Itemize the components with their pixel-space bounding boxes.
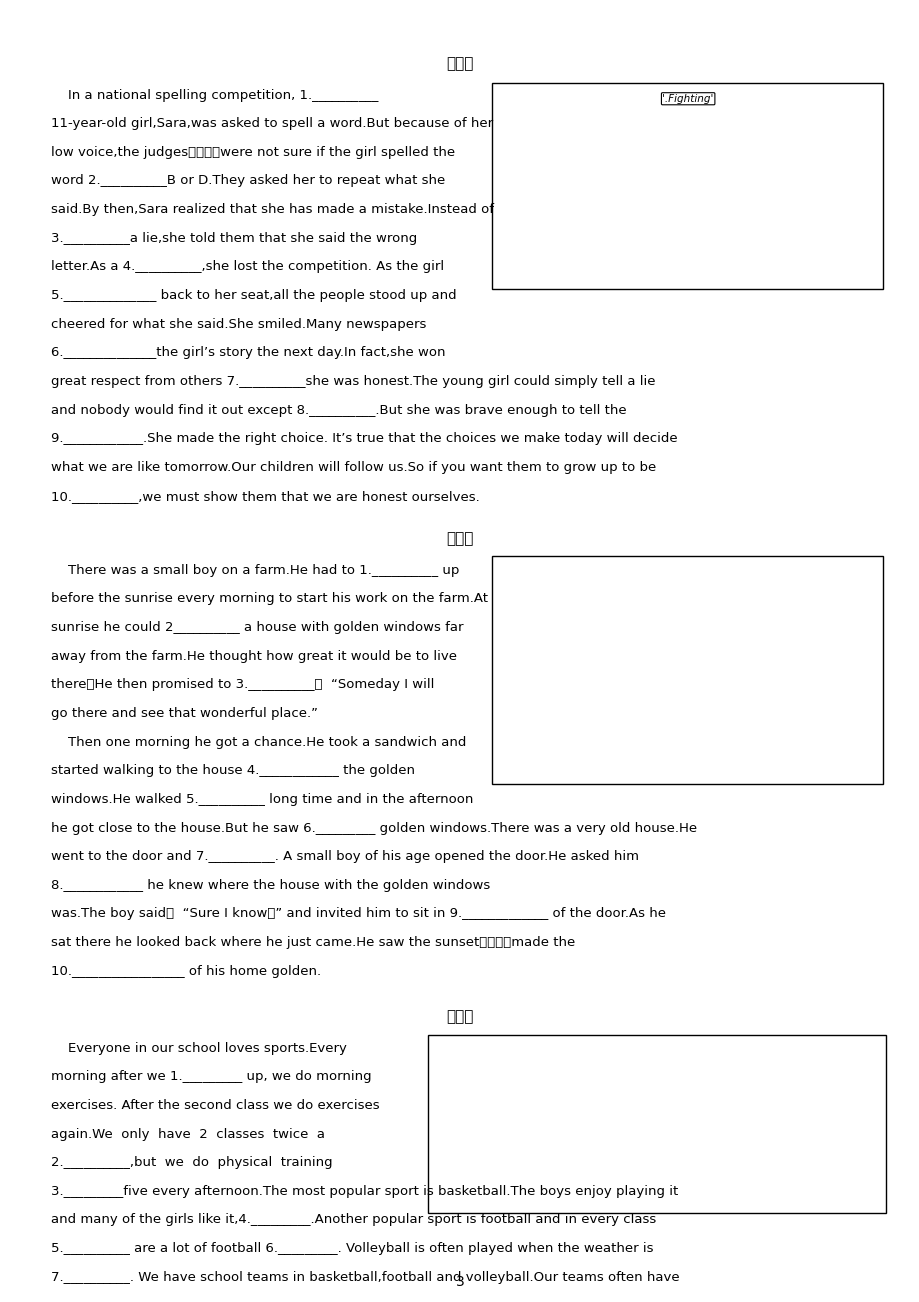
Text: 6.______________the girl’s story the next day.In fact,she won: 6.______________the girl’s story the nex… [51,346,445,359]
Text: he got close to the house.But he saw 6._________ golden windows.There was a very: he got close to the house.But he saw 6._… [51,822,696,835]
Text: windows.He walked 5.__________ long time and in the afternoon: windows.He walked 5.__________ long time… [51,793,472,806]
Text: 9.____________.She made the right choice. It’s true that the choices we make tod: 9.____________.She made the right choice… [51,432,676,445]
Text: exercises. After the second class we do exercises: exercises. After the second class we do … [51,1099,379,1112]
Text: （八）: （八） [446,1009,473,1025]
Text: '.Fighting': '.Fighting' [662,94,713,104]
Text: 3._________five every afternoon.The most popular sport is basketball.The boys en: 3._________five every afternoon.The most… [51,1185,677,1198]
Text: what we are like tomorrow.Our children will follow us.So if you want them to gro: what we are like tomorrow.Our children w… [51,461,655,474]
Text: great respect from others 7.__________she was honest.The young girl could simply: great respect from others 7.__________sh… [51,375,654,388]
Text: 11-year-old girl,Sara,was asked to spell a word.But because of her: 11-year-old girl,Sara,was asked to spell… [51,117,493,130]
Text: go there and see that wonderful place.”: go there and see that wonderful place.” [51,707,317,720]
Text: cheered for what she said.She smiled.Many newspapers: cheered for what she said.She smiled.Man… [51,318,425,331]
Text: started walking to the house 4.____________ the golden: started walking to the house 4._________… [51,764,414,777]
Text: said.By then,Sara realized that she has made a mistake.Instead of: said.By then,Sara realized that she has … [51,203,494,216]
Text: 10.__________,we must show them that we are honest ourselves.: 10.__________,we must show them that we … [51,490,479,503]
Text: In a national spelling competition, 1.__________: In a national spelling competition, 1.__… [51,89,378,102]
Text: and nobody would find it out except 8.__________.But she was brave enough to tel: and nobody would find it out except 8.__… [51,404,626,417]
Text: 5.__________ are a lot of football 6._________. Volleyball is often played when : 5.__________ are a lot of football 6.___… [51,1242,652,1255]
Text: letter.As a 4.__________,she lost the competition. As the girl: letter.As a 4.__________,she lost the co… [51,260,443,273]
Text: again.We  only  have  2  classes  twice  a: again.We only have 2 classes twice a [51,1128,324,1141]
Text: There was a small boy on a farm.He had to 1.__________ up: There was a small boy on a farm.He had t… [51,564,459,577]
Text: word 2.__________B or D.They asked her to repeat what she: word 2.__________B or D.They asked her t… [51,174,445,187]
Text: sunrise he could 2__________ a house with golden windows far: sunrise he could 2__________ a house wit… [51,621,462,634]
Bar [492,83,882,289]
Text: sat there he looked back where he just came.He saw the sunset（日落）made the: sat there he looked back where he just c… [51,936,574,949]
Text: （七）: （七） [446,531,473,547]
Text: （六）: （六） [446,56,473,72]
Text: 10._________________ of his home golden.: 10._________________ of his home golden. [51,965,321,978]
Text: morning after we 1._________ up, we do morning: morning after we 1._________ up, we do m… [51,1070,371,1083]
Text: away from the farm.He thought how great it would be to live: away from the farm.He thought how great … [51,650,456,663]
Text: was.The boy said，  “Sure I know！” and invited him to sit in 9._____________ of t: was.The boy said， “Sure I know！” and inv… [51,907,664,921]
Text: low voice,the judges（裁判）were not sure if the girl spelled the: low voice,the judges（裁判）were not sure if… [51,146,454,159]
Bar [427,1035,885,1213]
Text: 8.____________ he knew where the house with the golden windows: 8.____________ he knew where the house w… [51,879,489,892]
Text: Then one morning he got a chance.He took a sandwich and: Then one morning he got a chance.He took… [51,736,465,749]
Text: 2.__________,but  we  do  physical  training: 2.__________,but we do physical training [51,1156,332,1169]
Text: Everyone in our school loves sports.Every: Everyone in our school loves sports.Ever… [51,1042,346,1055]
Text: and many of the girls like it,4._________.Another popular sport is football and : and many of the girls like it,4.________… [51,1213,655,1226]
Text: 7.__________. We have school teams in basketball,football and volleyball.Our tea: 7.__________. We have school teams in ba… [51,1271,678,1284]
Text: 5.______________ back to her seat,all the people stood up and: 5.______________ back to her seat,all th… [51,289,456,302]
Text: 3.__________a lie,she told them that she said the wrong: 3.__________a lie,she told them that she… [51,232,416,245]
Text: 3: 3 [455,1275,464,1289]
Text: before the sunrise every morning to start his work on the farm.At: before the sunrise every morning to star… [51,592,487,605]
Text: there！He then promised to 3.__________，  “Someday I will: there！He then promised to 3.__________， … [51,678,434,691]
Text: went to the door and 7.__________. A small boy of his age opened the door.He ask: went to the door and 7.__________. A sma… [51,850,638,863]
Bar [492,556,882,784]
